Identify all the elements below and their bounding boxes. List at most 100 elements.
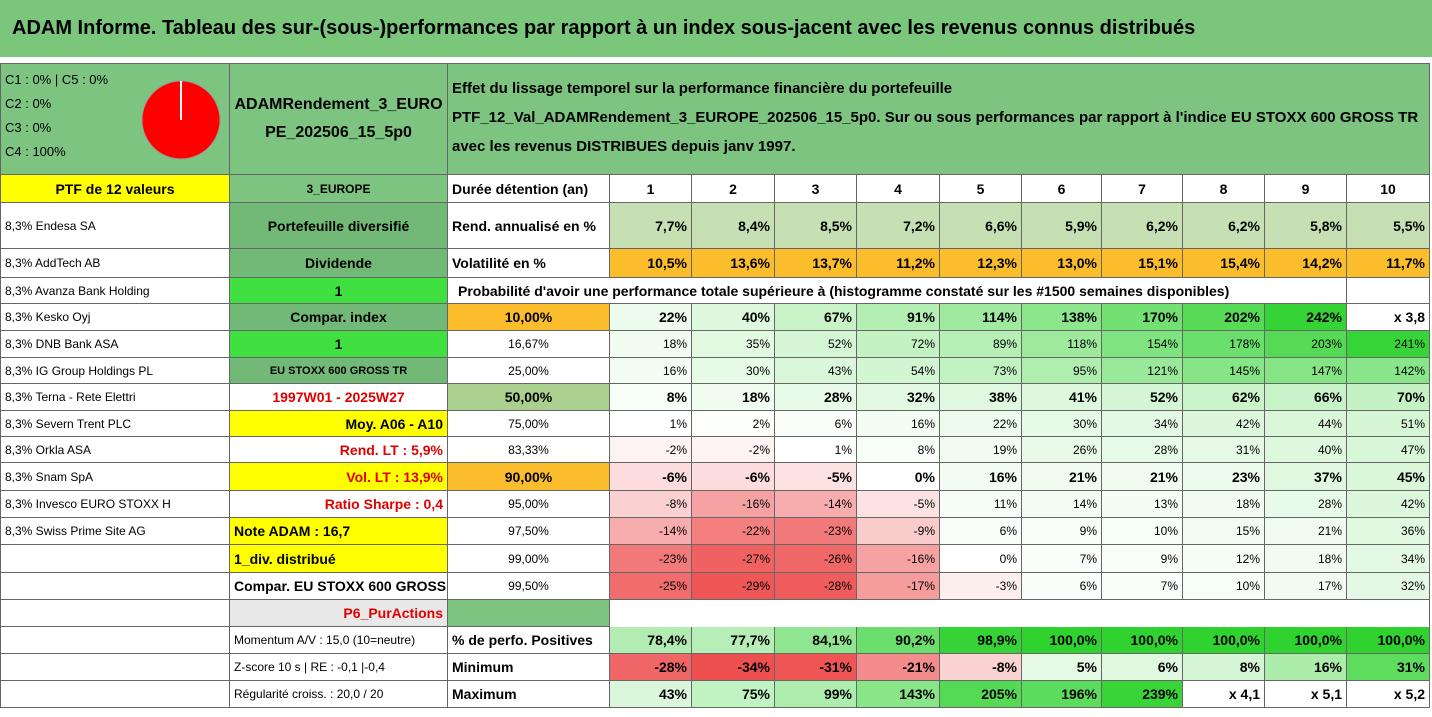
cell-text: 8,3% Swiss Prime Site AG <box>5 524 146 538</box>
cell: Minimum <box>448 654 610 681</box>
cell: Compar. index <box>230 304 448 331</box>
cell-text: 36% <box>1400 524 1425 538</box>
cell: 9% <box>1102 545 1183 573</box>
cell-text: 12% <box>1235 551 1260 566</box>
cell-text: PTF de 12 valeurs <box>55 180 175 197</box>
cell: -27% <box>692 545 775 573</box>
cell-text: 203% <box>1311 337 1342 351</box>
cell: -34% <box>692 654 775 681</box>
portfolio-name: ADAMRendement_3_EUROPE_202506_15_5p0 <box>234 96 443 141</box>
cell: -16% <box>857 545 940 573</box>
cell: 36% <box>1347 518 1430 545</box>
cell: Dividende <box>230 249 448 278</box>
cell: 35% <box>692 331 775 358</box>
cell-text: x 3,8 <box>1393 309 1425 325</box>
cell-text: 19% <box>992 442 1017 457</box>
cell: 54% <box>857 358 940 384</box>
cell: 154% <box>1102 331 1183 358</box>
cell-text: 38% <box>988 389 1017 405</box>
cell: 2% <box>692 411 775 437</box>
cell: 118% <box>1022 331 1102 358</box>
cell-text: 9% <box>1079 524 1097 538</box>
cell: 0% <box>940 545 1022 573</box>
cell-text: 44% <box>1317 416 1342 431</box>
cell-text: 1 <box>646 180 655 197</box>
cell-text: 28% <box>1317 497 1342 511</box>
cell: 8,5% <box>775 203 857 249</box>
cell-text: 13,0% <box>1057 255 1097 271</box>
cell-text: 11,2% <box>896 255 935 271</box>
cell-text: 100,0% <box>1294 632 1342 648</box>
cell: 41% <box>1022 384 1102 411</box>
cell: Maximum <box>448 681 610 708</box>
cell-text: 154% <box>1147 337 1178 351</box>
cell: 10,00% <box>448 304 610 331</box>
cell-text: 99,50% <box>508 579 549 593</box>
cell: 8,3% Orkla ASA <box>0 437 230 463</box>
cell-text: -27% <box>741 551 770 566</box>
cell-text: 6,2% <box>1228 217 1260 234</box>
cell: 242% <box>1265 304 1347 331</box>
cell: 5% <box>1022 654 1102 681</box>
cell-text: 6% <box>1157 659 1178 675</box>
cell: 1 <box>230 278 448 304</box>
cell: Moy. A06 - A10 <box>230 411 448 437</box>
portfolio-cell: ADAMRendement_3_EUROPE_202506_15_5p0 <box>230 63 448 175</box>
cell: 6 <box>1022 175 1102 203</box>
cell-text: -23% <box>823 524 852 538</box>
cell-text: -26% <box>823 551 852 566</box>
cell-text: 196% <box>1061 686 1097 702</box>
cell-text: 45% <box>1396 468 1425 485</box>
cell: 9% <box>1022 518 1102 545</box>
cell: -6% <box>610 463 692 491</box>
cell: 9 <box>1265 175 1347 203</box>
cell-text: -17% <box>906 579 935 593</box>
cell: 16% <box>857 411 940 437</box>
cell: 38% <box>940 384 1022 411</box>
cell: 90,00% <box>448 463 610 491</box>
cell-text: 43% <box>827 363 852 378</box>
cell: 12% <box>1183 545 1265 573</box>
cell-text: 138% <box>1061 309 1097 325</box>
cell-text: % de perfo. Positives <box>452 632 593 648</box>
cell-text: -2% <box>665 442 687 457</box>
cell-text: 8,3% IG Group Holdings PL <box>5 363 154 378</box>
cell: 19% <box>940 437 1022 463</box>
cell: -23% <box>610 545 692 573</box>
cell-text: 10,5% <box>647 255 687 271</box>
cell-text: 62% <box>1231 389 1260 405</box>
cell: 28% <box>1265 491 1347 518</box>
cell-text: 8,3% Endesa SA <box>5 218 96 233</box>
legend-item: C3 : 0% <box>5 120 52 135</box>
cell: 40% <box>692 304 775 331</box>
cell-text: -31% <box>819 659 852 675</box>
description-text: PTF_12_Val_ADAMRendement_3_EUROPE_202506… <box>452 109 1419 155</box>
description-line: Effet du lissage temporel sur la perform… <box>452 80 953 97</box>
cell: -2% <box>610 437 692 463</box>
cell-text: Portefeuille diversifié <box>267 217 410 234</box>
cell: 16% <box>940 463 1022 491</box>
cell-text: 7% <box>1079 551 1097 566</box>
cell-text: 40% <box>1317 442 1342 457</box>
cell: 18% <box>610 331 692 358</box>
cell: Ratio Sharpe : 0,4 <box>230 491 448 518</box>
cell-text: -16% <box>906 551 935 566</box>
cell-text: 5,8% <box>1310 217 1342 234</box>
cell-text: 78,4% <box>647 632 687 648</box>
cell: 34% <box>1102 411 1183 437</box>
cell: 15,1% <box>1102 249 1183 278</box>
cell-text: 41% <box>1068 389 1097 405</box>
cell-text: 52% <box>1149 389 1178 405</box>
cell-text: x 4,1 <box>1228 686 1260 702</box>
cell-text: 22% <box>992 416 1017 431</box>
cell: 147% <box>1265 358 1347 384</box>
cell-text: 8,3% Avanza Bank Holding <box>5 283 150 298</box>
cell: Momentum A/V : 15,0 (10=neutre) <box>230 627 448 654</box>
cell-text: Volatilité en % <box>452 255 546 271</box>
cell: 13,7% <box>775 249 857 278</box>
cell-text: Z-score 10 s | RE : -0,1 |-0,4 <box>234 660 385 674</box>
cell: 203% <box>1265 331 1347 358</box>
cell: 84,1% <box>775 627 857 654</box>
cell-text: 72% <box>910 337 935 351</box>
cell-text: 8,4% <box>738 217 770 234</box>
